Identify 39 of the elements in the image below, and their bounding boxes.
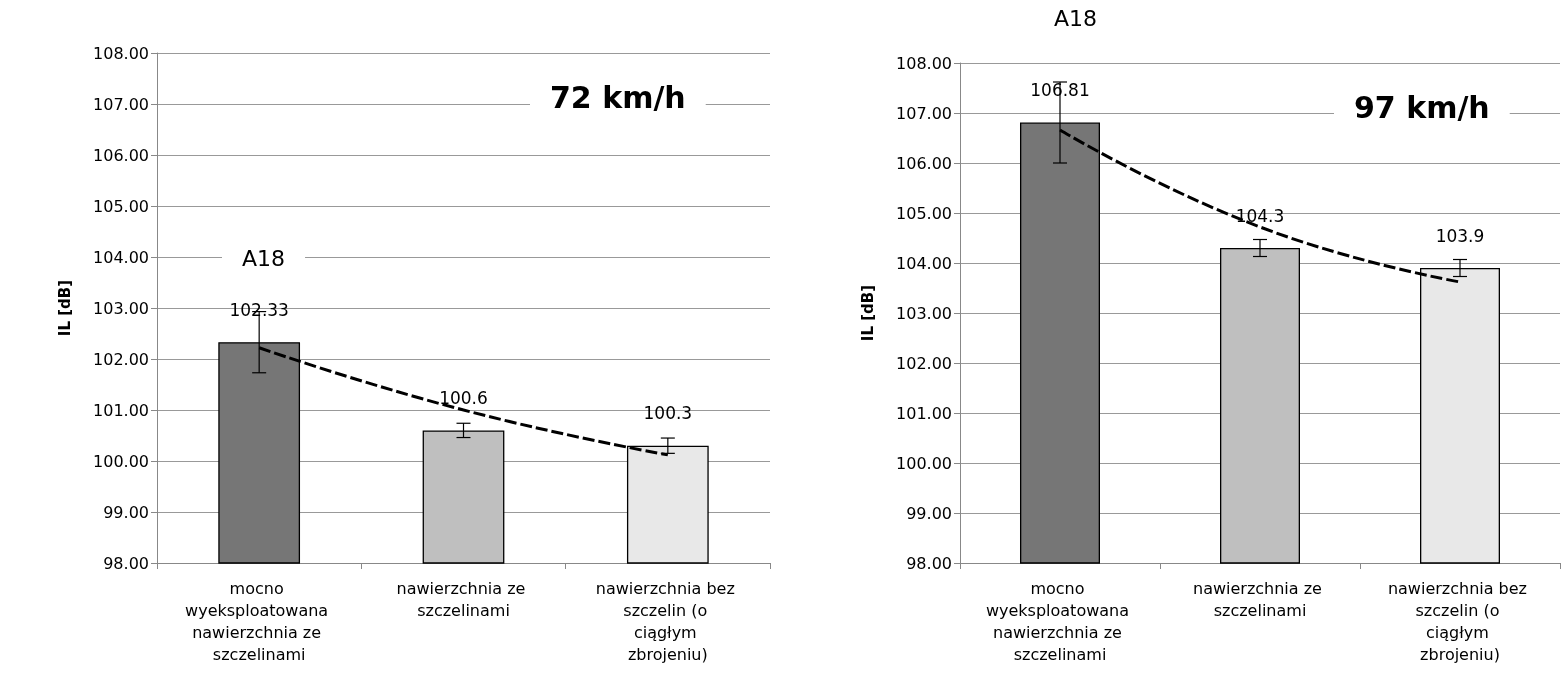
x-tick-label: mocno wyeksploatowana nawierzchnia ze szczelinami xyxy=(185,578,334,664)
y-tick-label: 105.00 xyxy=(93,196,149,216)
y-tick-label: 98.00 xyxy=(906,553,952,573)
y-tick-label: 104.00 xyxy=(93,247,149,267)
y-tick-label: 100.00 xyxy=(896,453,952,473)
y-tick-label: 101.00 xyxy=(93,400,149,420)
y-tick-label: 102.00 xyxy=(896,353,952,373)
y-tick-label: 101.00 xyxy=(896,403,952,423)
x-tick-label: nawierzchnia bez szczelin (o ciągłym zbrojeniu) xyxy=(595,578,740,664)
x-tick-label: nawierzchnia ze szczelinami xyxy=(1192,578,1328,620)
y-tick-label: 106.00 xyxy=(896,153,952,173)
x-tick-label: nawierzchnia ze szczelinami xyxy=(396,578,531,620)
y-tick-label: 106.00 xyxy=(93,145,149,165)
y-tick-label: 100.00 xyxy=(93,451,149,471)
y-tick-label: 107.00 xyxy=(93,94,149,114)
data-label: 102.33 xyxy=(229,299,289,320)
annotation: A18 xyxy=(242,245,286,271)
y-axis-title: IL [dB] xyxy=(55,279,74,337)
text: A18 xyxy=(1054,5,1098,31)
y-tick-label: 102.00 xyxy=(93,349,149,369)
y-tick-label: 99.00 xyxy=(103,502,149,522)
y-tick-label: 104.00 xyxy=(896,253,952,273)
y-tick-label: 108.00 xyxy=(896,53,952,73)
data-label: 104.3 xyxy=(1235,205,1285,226)
y-axis-title: IL [dB] xyxy=(858,284,877,342)
y-tick-label: 98.00 xyxy=(103,553,149,573)
y-tick-label: 108.00 xyxy=(93,43,149,63)
y-tick-label: 99.00 xyxy=(906,503,952,523)
x-tick-label: mocno wyeksploatowana nawierzchnia ze szczelinami xyxy=(985,578,1135,664)
y-tick-label: 103.00 xyxy=(896,303,952,323)
data-label: 100.6 xyxy=(439,387,488,408)
y-tick-label: 103.00 xyxy=(93,298,149,318)
annotation: 97 km/h xyxy=(1354,89,1490,125)
y-tick-label: 107.00 xyxy=(896,103,952,123)
data-label: 103.9 xyxy=(1435,225,1485,246)
x-tick-label: nawierzchnia bez szczelin (o ciągłym zbrojeniu) xyxy=(1387,578,1533,664)
data-label: 100.3 xyxy=(643,403,693,424)
annotation: 72 km/h xyxy=(550,79,686,115)
y-tick-label: 105.00 xyxy=(896,203,952,223)
